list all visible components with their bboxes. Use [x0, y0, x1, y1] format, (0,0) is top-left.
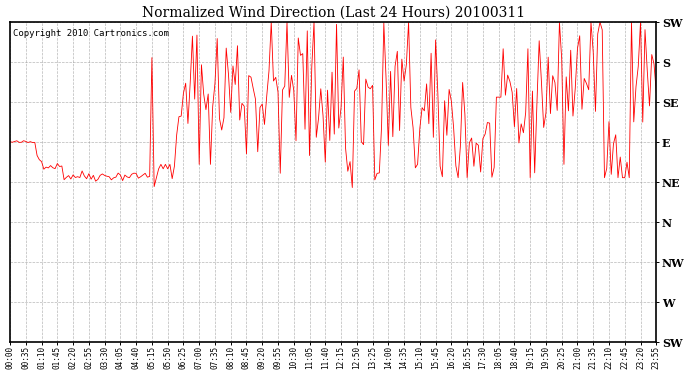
Title: Normalized Wind Direction (Last 24 Hours) 20100311: Normalized Wind Direction (Last 24 Hours…	[141, 6, 524, 20]
Text: Copyright 2010 Cartronics.com: Copyright 2010 Cartronics.com	[13, 28, 169, 38]
